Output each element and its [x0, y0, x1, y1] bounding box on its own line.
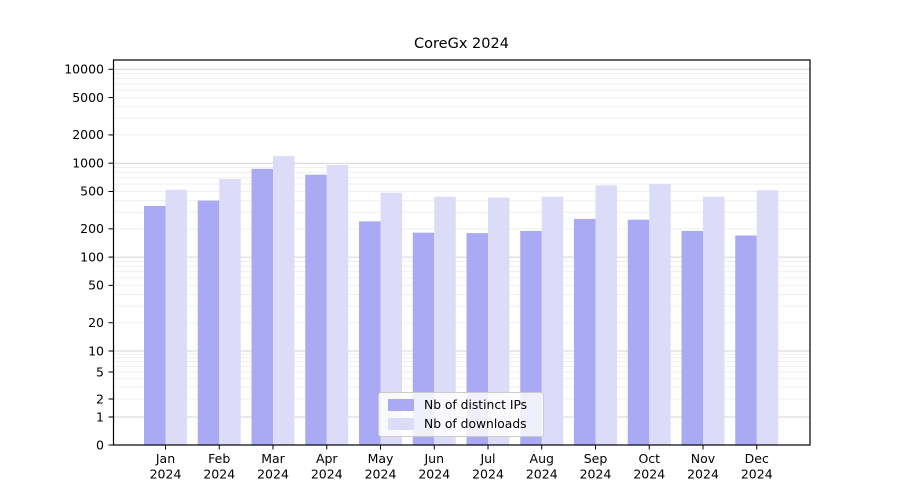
y-tick-label: 10 — [88, 343, 104, 358]
bar-distinct-ips-dec — [735, 235, 757, 445]
bar-downloads-jan — [165, 189, 187, 445]
bar-distinct-ips-jun — [412, 232, 435, 445]
bar-downloads-apr — [326, 164, 349, 445]
x-tick-label: Nov 2024 — [687, 451, 719, 482]
bar-downloads-dec — [756, 190, 779, 445]
x-tick-label: Aug 2024 — [526, 451, 558, 482]
y-tick-label: 10000 — [64, 62, 104, 77]
bar-distinct-ips-sep — [574, 218, 596, 445]
x-tick-label: Oct 2024 — [633, 451, 665, 482]
legend-item-downloads: Nb of downloads — [379, 416, 543, 432]
bar-downloads-nov — [703, 196, 725, 445]
bar-distinct-ips-nov — [681, 230, 703, 445]
bar-downloads-jul — [488, 197, 510, 445]
bar-distinct-ips-oct — [627, 219, 650, 445]
y-tick-label: 2 — [96, 391, 104, 406]
y-tick-label: 1000 — [72, 155, 104, 170]
y-tick-label: 50 — [88, 278, 104, 293]
x-tick-label: Feb 2024 — [203, 451, 235, 482]
bar-distinct-ips-apr — [305, 174, 327, 446]
legend-label-downloads: Nb of downloads — [424, 417, 527, 431]
y-tick-label: 5000 — [72, 90, 104, 105]
x-tick-label: Sep 2024 — [580, 451, 612, 482]
bar-downloads-mar — [273, 156, 295, 445]
y-tick-label: 20 — [88, 315, 104, 330]
legend-item-distinct-ips: Nb of distinct IPs — [379, 397, 543, 413]
x-tick-label: Jan 2024 — [150, 451, 182, 482]
bar-downloads-may — [380, 192, 402, 445]
bar-distinct-ips-aug — [520, 230, 542, 445]
bar-downloads-sep — [595, 185, 617, 445]
bar-distinct-ips-mar — [251, 168, 273, 445]
y-tick-label: 5 — [96, 364, 104, 379]
x-tick-label: Mar 2024 — [257, 451, 289, 482]
y-tick-label: 500 — [80, 184, 104, 199]
y-tick-label: 200 — [80, 221, 104, 236]
x-tick-label: Apr 2024 — [311, 451, 343, 482]
y-tick-label: 2000 — [72, 127, 104, 142]
bar-downloads-oct — [649, 184, 671, 445]
x-tick-label: Jul 2024 — [472, 451, 504, 482]
x-tick-label: May 2024 — [365, 451, 397, 482]
chart-title: CoreGx 2024 — [414, 36, 509, 52]
x-tick-label: Jun 2024 — [418, 451, 450, 482]
bar-distinct-ips-may — [359, 221, 381, 445]
legend-swatch-distinct-ips — [388, 399, 414, 411]
bar-downloads-feb — [219, 178, 241, 445]
legend-swatch-downloads — [388, 418, 414, 430]
bar-downloads-jun — [434, 196, 456, 445]
bar-distinct-ips-jan — [144, 206, 166, 445]
y-tick-label: 100 — [80, 249, 104, 264]
y-tick-label: 1 — [96, 409, 104, 424]
bar-distinct-ips-feb — [197, 200, 220, 445]
legend-label-distinct-ips: Nb of distinct IPs — [424, 398, 528, 412]
legend: Nb of distinct IPs Nb of downloads — [378, 392, 544, 437]
x-tick-label: Dec 2024 — [741, 451, 773, 482]
y-tick-label: 0 — [96, 437, 104, 452]
bar-downloads-aug — [541, 196, 564, 445]
plot-border — [112, 59, 811, 446]
